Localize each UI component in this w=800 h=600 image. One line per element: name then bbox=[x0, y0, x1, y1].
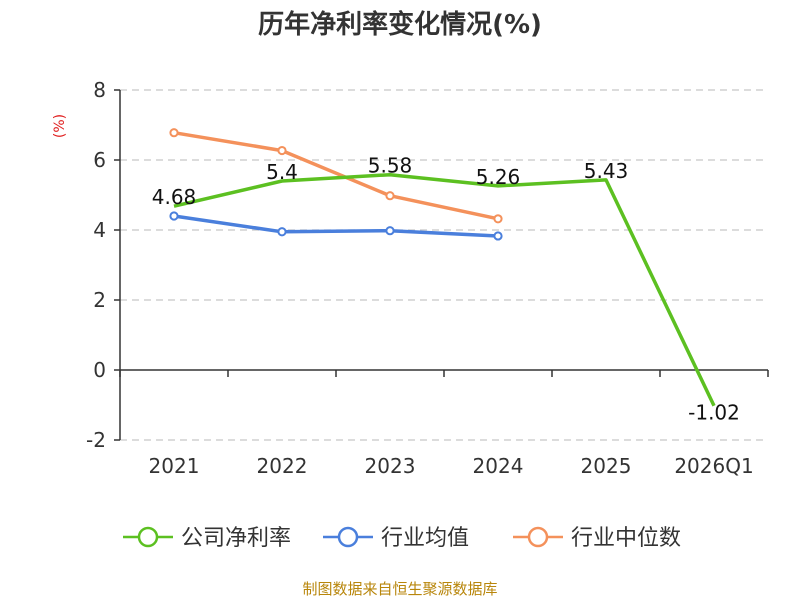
series-line bbox=[173, 214, 499, 238]
y-tick-label: 2 bbox=[93, 288, 106, 312]
data-point bbox=[169, 211, 179, 221]
grid-lines bbox=[120, 89, 768, 441]
data-label: 4.68 bbox=[152, 185, 197, 209]
legend-marker bbox=[137, 526, 159, 548]
data-label: 5.4 bbox=[266, 160, 298, 184]
legend-marker bbox=[337, 526, 359, 548]
x-tick-label: 2026Q1 bbox=[674, 454, 753, 478]
data-point bbox=[385, 226, 395, 236]
data-label: 5.58 bbox=[368, 154, 413, 178]
x-tick-label: 2023 bbox=[365, 454, 416, 478]
data-label: -1.02 bbox=[688, 401, 740, 425]
axes: -2 0 2 4 6 8 2021 2022 2023 2024 2025 2026Q1 bbox=[86, 78, 769, 478]
chart-title: 历年净利率变化情况(%) bbox=[258, 9, 542, 40]
x-tick-label: 2021 bbox=[149, 454, 200, 478]
y-tick-label: 4 bbox=[93, 218, 106, 242]
data-label: 5.26 bbox=[476, 165, 521, 189]
data-point bbox=[277, 145, 287, 156]
legend-label[interactable]: 行业中位数 bbox=[571, 526, 681, 551]
x-tick-label: 2024 bbox=[473, 454, 524, 478]
y-axis-label: (%) bbox=[52, 114, 68, 138]
series-line bbox=[173, 130, 499, 221]
source-note: 制图数据来自恒生聚源数据库 bbox=[302, 580, 497, 598]
data-point bbox=[493, 231, 503, 241]
legend-label[interactable]: 公司净利率 bbox=[181, 526, 291, 551]
x-tick-label: 2025 bbox=[581, 454, 632, 478]
y-tick-label: 8 bbox=[93, 78, 106, 102]
legend-label[interactable]: 行业均值 bbox=[381, 526, 469, 551]
data-point bbox=[385, 191, 395, 201]
data-point bbox=[493, 214, 503, 224]
y-tick-label: 6 bbox=[93, 148, 106, 172]
y-tick-label: 0 bbox=[93, 358, 106, 382]
legend: 公司净利率 行业均值 行业中位数 bbox=[123, 526, 681, 551]
data-point bbox=[277, 227, 287, 237]
series-line bbox=[173, 172, 716, 407]
series-lines bbox=[169, 128, 716, 407]
data-label: 5.43 bbox=[584, 159, 629, 183]
data-labels: 4.68 5.4 5.58 5.26 5.43 -1.02 bbox=[152, 154, 740, 425]
y-tick-label: -2 bbox=[86, 428, 106, 452]
x-tick-label: 2022 bbox=[257, 454, 308, 478]
legend-marker bbox=[527, 526, 549, 548]
data-point bbox=[169, 128, 179, 138]
